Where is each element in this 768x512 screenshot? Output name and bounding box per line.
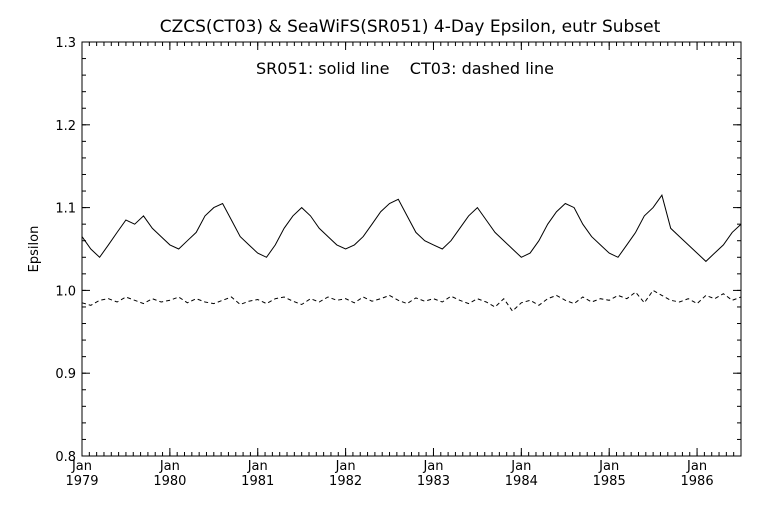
- data-lines: [81, 194, 742, 312]
- plot-frame: [81, 41, 742, 457]
- x-tick-year: 1982: [329, 474, 362, 489]
- y-tick-label: 0.8: [55, 450, 76, 465]
- series-line-sr051: [81, 194, 742, 263]
- x-tick-year: 1979: [65, 474, 98, 489]
- y-tick-label: 1.1: [55, 202, 76, 217]
- x-tick-month: Jan: [159, 459, 180, 474]
- x-tick-year: 1986: [681, 474, 714, 489]
- x-tick-month: Jan: [598, 459, 619, 474]
- x-tick-year: 1984: [505, 474, 538, 489]
- x-tick-month: Jan: [71, 459, 92, 474]
- y-tick-label: 1.0: [55, 284, 76, 299]
- x-tick-month: Jan: [335, 459, 356, 474]
- series-legend-note: SR051: solid line CT03: dashed line: [256, 59, 554, 78]
- axis-ticks: 0.80.91.01.11.21.3Jan1979Jan1980Jan1981J…: [55, 36, 742, 489]
- chart-title: CZCS(CT03) & SeaWiFS(SR051) 4-Day Epsilo…: [160, 17, 661, 37]
- y-tick-label: 1.2: [55, 119, 76, 134]
- x-tick-month: Jan: [510, 459, 531, 474]
- y-axis-label: Epsilon: [27, 226, 42, 273]
- y-tick-label: 1.3: [55, 36, 76, 51]
- x-tick-month: Jan: [686, 459, 707, 474]
- x-tick-year: 1981: [241, 474, 274, 489]
- x-tick-year: 1985: [593, 474, 626, 489]
- y-tick-label: 0.9: [55, 367, 76, 382]
- series-line-ct03: [81, 289, 742, 312]
- x-tick-month: Jan: [247, 459, 268, 474]
- x-tick-month: Jan: [422, 459, 443, 474]
- x-tick-year: 1980: [153, 474, 186, 489]
- x-tick-year: 1983: [417, 474, 450, 489]
